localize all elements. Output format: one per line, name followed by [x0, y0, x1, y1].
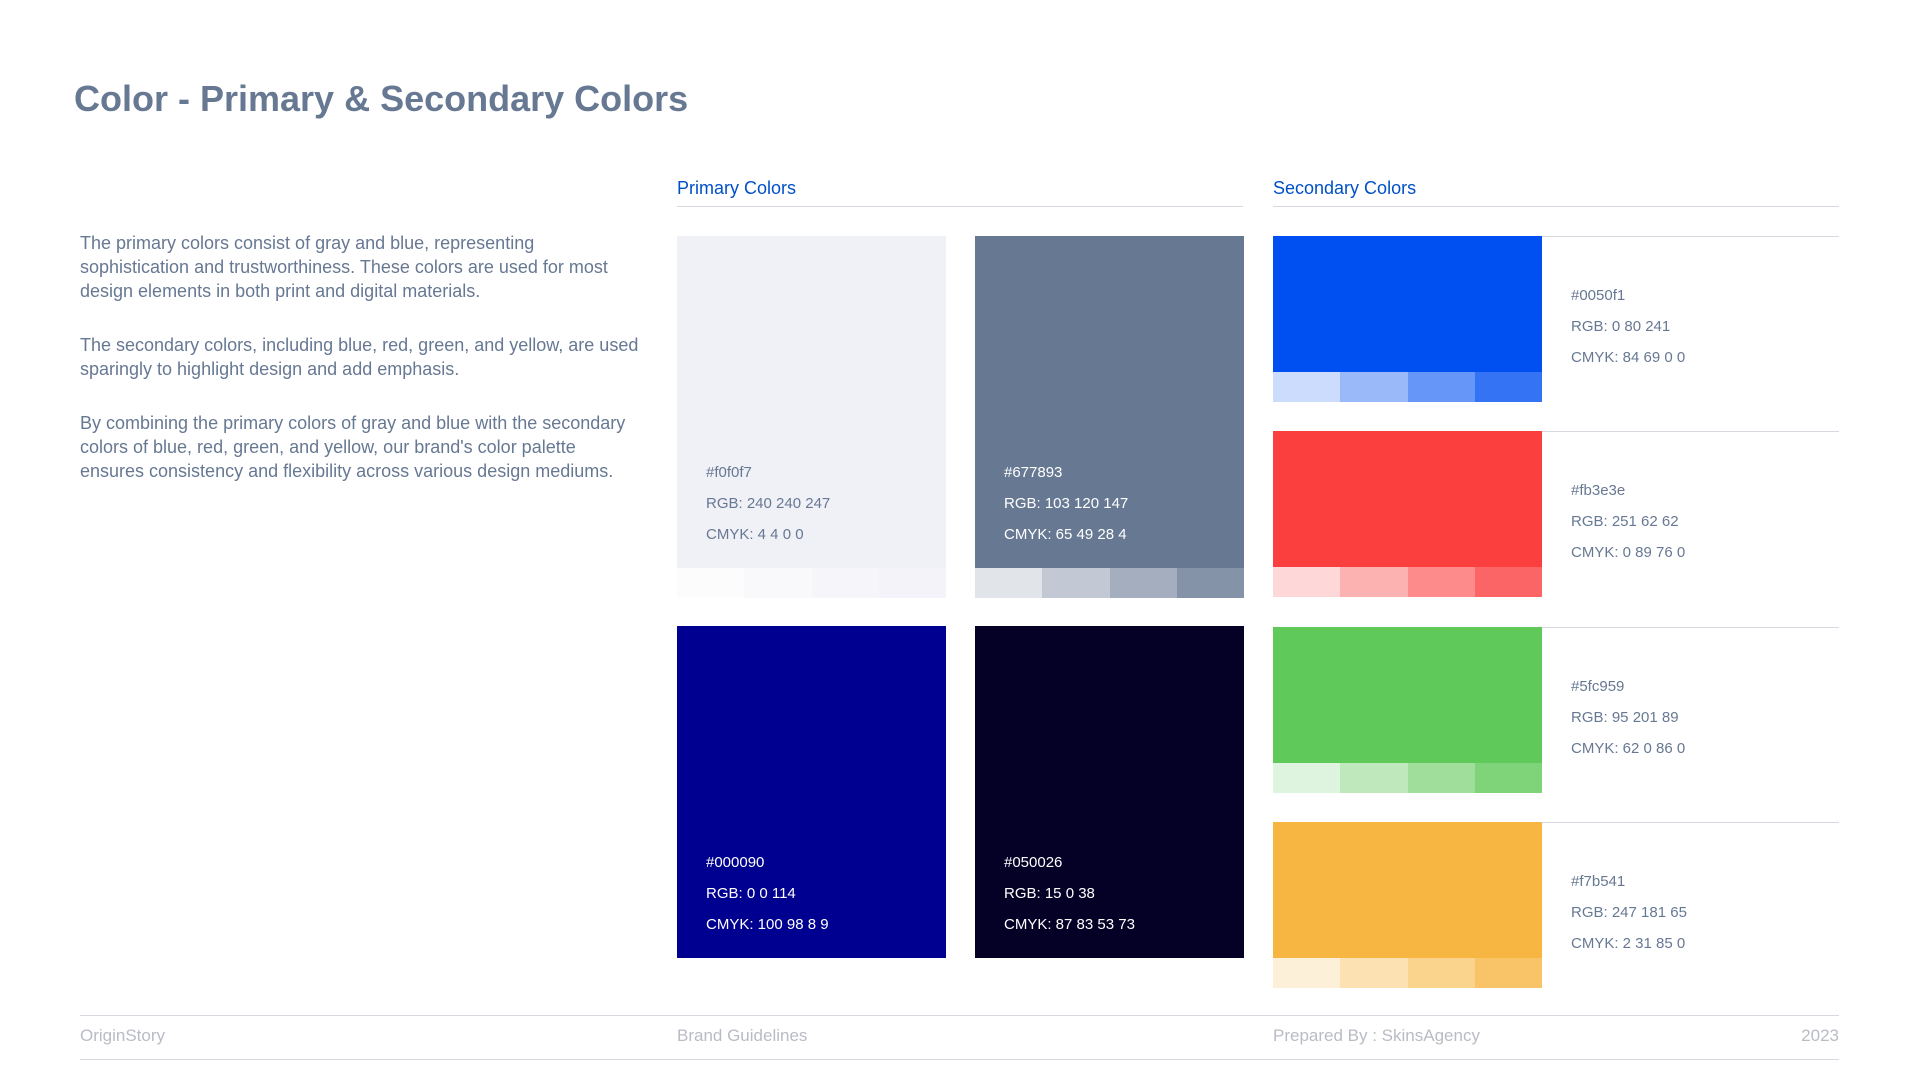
paragraph: The primary colors consist of gray and b… [80, 233, 608, 301]
tint-chip [677, 568, 745, 598]
color-rgb: RGB: 240 240 247 [706, 495, 831, 512]
tint-chip [1407, 958, 1475, 988]
tint-chip [1042, 568, 1110, 598]
row-rule [1542, 431, 1839, 432]
tint-chip [1474, 763, 1542, 793]
tint-chip [1273, 567, 1341, 597]
section-rule [1273, 206, 1839, 207]
tint-chip [1407, 763, 1475, 793]
color-cmyk: CMYK: 2 31 85 0 [1571, 935, 1686, 952]
color-swatch [1273, 236, 1542, 372]
color-rgb: RGB: 0 80 241 [1571, 318, 1671, 335]
tint-chip [1340, 763, 1408, 793]
tint-chip [811, 568, 879, 598]
color-swatch [1273, 822, 1542, 958]
color-rgb: RGB: 247 181 65 [1571, 904, 1687, 921]
color-hex: #0050f1 [1571, 287, 1626, 304]
page-title: Color - Primary & Secondary Colors [74, 78, 689, 119]
color-rgb: RGB: 0 0 114 [706, 885, 796, 902]
tint-chip [1340, 567, 1408, 597]
footer-document: Brand Guidelines [677, 1026, 808, 1045]
section-rule [677, 206, 1243, 207]
color-rgb: RGB: 103 120 147 [1004, 495, 1129, 512]
color-hex: #f7b541 [1571, 873, 1626, 890]
footer-rule [80, 1059, 1839, 1060]
tint-chip [744, 568, 812, 598]
tint-chip [878, 568, 946, 598]
color-cmyk: CMYK: 62 0 86 0 [1571, 740, 1686, 757]
color-cmyk: CMYK: 84 69 0 0 [1571, 349, 1686, 366]
color-hex: #050026 [1004, 854, 1063, 871]
tint-chip [1340, 372, 1408, 402]
paragraph: By combining the primary colors of gray … [80, 413, 626, 481]
tint-chip [1273, 372, 1341, 402]
tint-chip [1176, 568, 1244, 598]
color-hex: #fb3e3e [1571, 482, 1626, 499]
row-rule [1542, 236, 1839, 237]
color-swatch [975, 626, 1244, 958]
tint-chip [1109, 568, 1177, 598]
footer-brand: OriginStory [80, 1026, 166, 1045]
color-swatch [677, 626, 946, 958]
tint-chip [1474, 958, 1542, 988]
tint-chip [1273, 763, 1341, 793]
tint-chip [975, 568, 1043, 598]
color-cmyk: CMYK: 65 49 28 4 [1004, 526, 1127, 543]
color-swatch [975, 236, 1244, 568]
tint-chip [1273, 958, 1341, 988]
section-title: Secondary Colors [1273, 178, 1417, 198]
tint-chip [1407, 372, 1475, 402]
color-hex: #f0f0f7 [706, 464, 752, 481]
color-swatch [677, 236, 946, 568]
color-swatch [1273, 627, 1542, 763]
color-cmyk: CMYK: 4 4 0 0 [706, 526, 804, 543]
section-title: Primary Colors [677, 178, 797, 198]
row-rule [1542, 822, 1839, 823]
color-swatch [1273, 431, 1542, 567]
color-rgb: RGB: 251 62 62 [1571, 513, 1679, 530]
footer-year: 2023 [1801, 1026, 1839, 1045]
tint-chip [1474, 567, 1542, 597]
tint-chip [1340, 958, 1408, 988]
color-hex: #5fc959 [1571, 678, 1625, 695]
row-rule [1542, 627, 1839, 628]
color-hex: #000090 [706, 854, 765, 871]
color-rgb: RGB: 95 201 89 [1571, 709, 1679, 726]
paragraph: The secondary colors, including blue, re… [80, 335, 639, 379]
footer-rule [80, 1015, 1839, 1016]
color-hex: #677893 [1004, 464, 1063, 481]
color-cmyk: CMYK: 100 98 8 9 [706, 916, 829, 933]
footer-prepared: Prepared By : SkinsAgency [1273, 1026, 1480, 1045]
color-cmyk: CMYK: 87 83 53 73 [1004, 916, 1135, 933]
tint-chip [1407, 567, 1475, 597]
color-cmyk: CMYK: 0 89 76 0 [1571, 544, 1686, 561]
tint-chip [1474, 372, 1542, 402]
color-rgb: RGB: 15 0 38 [1004, 885, 1095, 902]
